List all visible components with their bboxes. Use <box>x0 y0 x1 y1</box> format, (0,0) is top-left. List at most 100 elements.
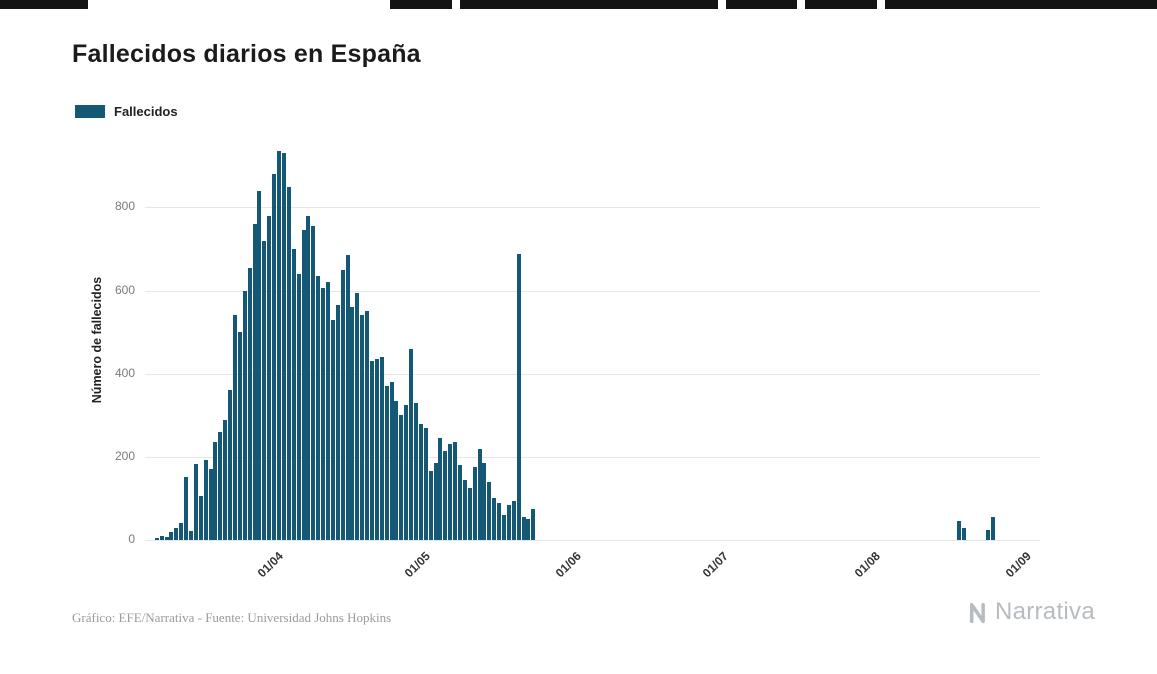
top-strip-segment <box>390 0 452 9</box>
bar <box>247 267 252 540</box>
brand-name: Narrativa <box>994 598 1095 625</box>
bar <box>956 521 961 540</box>
bar <box>159 535 164 540</box>
bar <box>223 420 228 540</box>
top-strip-segment <box>805 0 877 9</box>
bar <box>213 442 218 540</box>
bar <box>409 348 414 540</box>
bar <box>164 537 169 540</box>
bar <box>281 153 286 540</box>
bar <box>193 464 198 540</box>
bar <box>291 248 296 540</box>
legend-label: Fallecidos <box>114 104 178 119</box>
source-credit: Gráfico: EFE/Narrativa - Fuente: Univers… <box>72 610 392 625</box>
bar <box>335 305 340 540</box>
x-tick-label: 01/09 <box>1003 549 1035 581</box>
bar <box>453 442 458 540</box>
bar <box>345 255 350 540</box>
y-tick-label: 0 <box>128 532 135 546</box>
bar <box>316 275 321 540</box>
bar <box>174 527 179 540</box>
bar <box>262 240 267 540</box>
bar <box>355 292 360 540</box>
bar <box>497 502 502 540</box>
bar <box>438 438 443 540</box>
bar <box>169 532 174 540</box>
bar <box>365 311 370 540</box>
plot-area <box>145 145 1040 541</box>
bar <box>154 537 159 540</box>
bar <box>374 359 379 540</box>
bar <box>237 332 242 540</box>
bar <box>208 469 213 540</box>
x-tick-label: 01/04 <box>254 549 287 581</box>
bar <box>252 224 257 540</box>
x-tick-label: 01/06 <box>553 549 585 581</box>
bar <box>462 479 467 540</box>
bar <box>277 151 282 540</box>
bar <box>369 361 374 540</box>
bar <box>991 517 996 540</box>
bar <box>506 504 511 540</box>
legend: Fallecidos <box>75 104 178 119</box>
gridline <box>145 207 1040 209</box>
bar <box>184 477 189 540</box>
x-tick-label: 01/07 <box>699 549 732 581</box>
x-tick-label: 01/05 <box>401 549 433 581</box>
bar <box>340 269 345 540</box>
bar <box>492 498 497 540</box>
x-tick-label: 01/08 <box>851 549 883 581</box>
bar <box>360 315 365 540</box>
bar <box>267 215 272 540</box>
bar <box>986 529 991 540</box>
bar <box>399 415 404 540</box>
gridline <box>145 456 1040 458</box>
brand-logo: Narrativa <box>967 598 1095 626</box>
bar <box>526 519 531 540</box>
bar <box>472 467 477 540</box>
bar <box>233 315 238 540</box>
gridline <box>145 290 1040 292</box>
y-tick-label: 200 <box>114 448 135 463</box>
bar <box>511 500 516 540</box>
bar <box>350 307 355 540</box>
bar <box>301 230 306 540</box>
bar <box>413 402 418 540</box>
bar <box>189 531 194 540</box>
bar <box>179 523 184 540</box>
bar <box>418 423 423 540</box>
bar <box>286 186 291 540</box>
bar <box>467 488 472 540</box>
gridline <box>145 540 1040 541</box>
bar <box>961 527 966 540</box>
bar <box>272 174 277 540</box>
bar <box>379 357 384 540</box>
bar <box>218 431 223 540</box>
bar <box>384 386 389 540</box>
bar <box>296 273 301 540</box>
y-tick-label: 800 <box>114 199 135 214</box>
bar <box>423 427 428 540</box>
bar <box>482 463 487 540</box>
bar <box>521 517 526 540</box>
chart-title: Fallecidos diarios en España <box>72 40 421 68</box>
bar <box>257 190 262 540</box>
bar <box>198 496 203 540</box>
top-strip-segment <box>460 0 718 9</box>
top-strip-segment <box>726 0 797 9</box>
bar <box>502 515 507 540</box>
bar <box>306 215 311 540</box>
bar <box>325 282 330 540</box>
bar <box>487 481 492 540</box>
y-tick-label: 600 <box>114 282 135 297</box>
bar <box>394 400 399 540</box>
gridline <box>145 373 1040 375</box>
y-axis-ticks: 0 200 400 600 800 <box>95 145 135 546</box>
bar <box>428 471 433 540</box>
bar <box>311 226 316 540</box>
bar <box>203 459 208 540</box>
bar <box>433 463 438 540</box>
bar <box>321 288 326 540</box>
x-axis-ticks: 01/04 01/05 01/06 01/07 01/08 01/09 <box>145 549 1040 604</box>
